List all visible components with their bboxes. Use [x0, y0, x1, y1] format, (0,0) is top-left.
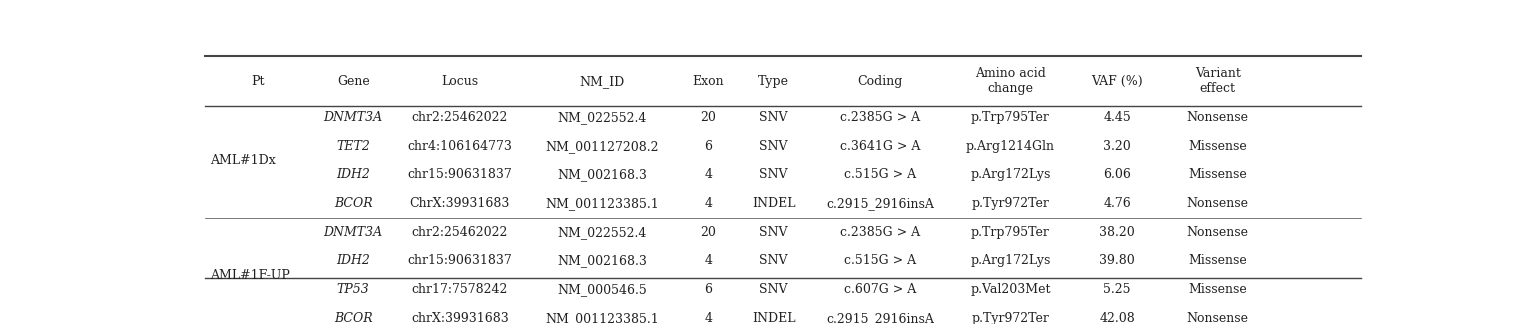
Text: p.Trp795Ter: p.Trp795Ter [970, 226, 1050, 239]
Text: Missense: Missense [1189, 168, 1247, 181]
Text: Type: Type [758, 75, 788, 88]
Text: NM_000546.5: NM_000546.5 [558, 283, 646, 296]
Text: 42.08: 42.08 [1099, 312, 1135, 324]
Text: p.Tyr972Ter: p.Tyr972Ter [972, 197, 1050, 210]
Text: Missense: Missense [1189, 283, 1247, 296]
Text: SNV: SNV [759, 140, 788, 153]
Text: c.2385G > A: c.2385G > A [840, 111, 920, 124]
Text: TP53: TP53 [336, 283, 370, 296]
Text: NM_ID: NM_ID [579, 75, 625, 88]
Text: Amino acid
change: Amino acid change [975, 67, 1045, 95]
Text: Gene: Gene [336, 75, 370, 88]
Text: 4: 4 [704, 312, 712, 324]
Text: DNMT3A: DNMT3A [324, 111, 384, 124]
Text: p.Arg172Lys: p.Arg172Lys [970, 254, 1051, 267]
Text: Nonsense: Nonsense [1187, 197, 1248, 210]
Text: p.Trp795Ter: p.Trp795Ter [970, 111, 1050, 124]
Text: IDH2: IDH2 [336, 168, 370, 181]
Text: p.Val203Met: p.Val203Met [970, 283, 1051, 296]
Text: 6: 6 [704, 283, 712, 296]
Text: 6: 6 [704, 140, 712, 153]
Text: NM_002168.3: NM_002168.3 [558, 254, 646, 267]
Text: SNV: SNV [759, 283, 788, 296]
Text: NM_022552.4: NM_022552.4 [558, 226, 646, 239]
Text: chr15:90631837: chr15:90631837 [408, 168, 512, 181]
Text: c.607G > A: c.607G > A [843, 283, 917, 296]
Text: TET2: TET2 [336, 140, 370, 153]
Text: SNV: SNV [759, 168, 788, 181]
Text: AML#1Dx: AML#1Dx [211, 154, 277, 167]
Text: INDEL: INDEL [752, 197, 796, 210]
Text: NM_001127208.2: NM_001127208.2 [545, 140, 659, 153]
Text: DNMT3A: DNMT3A [324, 226, 384, 239]
Text: 4.45: 4.45 [1103, 111, 1131, 124]
Text: BCOR: BCOR [335, 197, 373, 210]
Text: 3.20: 3.20 [1103, 140, 1131, 153]
Text: p.Tyr972Ter: p.Tyr972Ter [972, 312, 1050, 324]
Text: 20: 20 [700, 111, 717, 124]
Text: Variant
effect: Variant effect [1195, 67, 1241, 95]
Text: chr17:7578242: chr17:7578242 [411, 283, 507, 296]
Text: 4: 4 [704, 197, 712, 210]
Text: INDEL: INDEL [752, 312, 796, 324]
Text: c.2915_2916insA: c.2915_2916insA [827, 312, 934, 324]
Text: 5.25: 5.25 [1103, 283, 1131, 296]
Text: 4: 4 [704, 254, 712, 267]
Text: BCOR: BCOR [335, 312, 373, 324]
Text: chr15:90631837: chr15:90631837 [408, 254, 512, 267]
Text: Missense: Missense [1189, 254, 1247, 267]
Text: c.2385G > A: c.2385G > A [840, 226, 920, 239]
Text: IDH2: IDH2 [336, 254, 370, 267]
Text: chr4:106164773: chr4:106164773 [408, 140, 512, 153]
Text: c.515G > A: c.515G > A [843, 254, 917, 267]
Text: NM_001123385.1: NM_001123385.1 [545, 197, 659, 210]
Text: 38.20: 38.20 [1099, 226, 1135, 239]
Text: SNV: SNV [759, 254, 788, 267]
Text: NM_022552.4: NM_022552.4 [558, 111, 646, 124]
Text: 6.06: 6.06 [1103, 168, 1131, 181]
Text: c.515G > A: c.515G > A [843, 168, 917, 181]
Text: Coding: Coding [857, 75, 903, 88]
Text: ChrX:39931683: ChrX:39931683 [410, 197, 510, 210]
Text: NM_002168.3: NM_002168.3 [558, 168, 646, 181]
Text: c.3641G > A: c.3641G > A [840, 140, 920, 153]
Text: Missense: Missense [1189, 140, 1247, 153]
Text: p.Arg172Lys: p.Arg172Lys [970, 168, 1051, 181]
Text: 4.76: 4.76 [1103, 197, 1131, 210]
Text: Locus: Locus [442, 75, 478, 88]
Text: 20: 20 [700, 226, 717, 239]
Text: chr2:25462022: chr2:25462022 [411, 111, 507, 124]
Text: Pt: Pt [252, 75, 266, 88]
Text: 4: 4 [704, 168, 712, 181]
Text: Nonsense: Nonsense [1187, 226, 1248, 239]
Text: chr2:25462022: chr2:25462022 [411, 226, 507, 239]
Text: chrX:39931683: chrX:39931683 [411, 312, 509, 324]
Text: AML#1F-UP: AML#1F-UP [211, 269, 290, 282]
Text: SNV: SNV [759, 111, 788, 124]
Text: Exon: Exon [692, 75, 724, 88]
Text: SNV: SNV [759, 226, 788, 239]
Text: Nonsense: Nonsense [1187, 312, 1248, 324]
Text: NM_001123385.1: NM_001123385.1 [545, 312, 659, 324]
Text: c.2915_2916insA: c.2915_2916insA [827, 197, 934, 210]
Text: VAF (%): VAF (%) [1091, 75, 1143, 88]
Text: p.Arg1214Gln: p.Arg1214Gln [966, 140, 1054, 153]
Text: 39.80: 39.80 [1099, 254, 1135, 267]
Text: Nonsense: Nonsense [1187, 111, 1248, 124]
